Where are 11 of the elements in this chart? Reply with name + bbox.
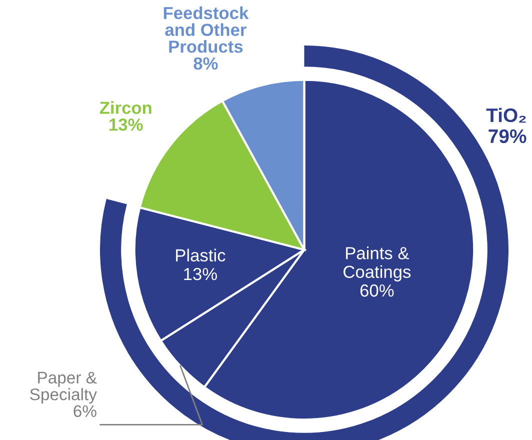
data-label: 13% [184,268,217,280]
slice-label: Paints & Coatings [344,246,411,282]
text: TiO₂ 79% [486,108,526,144]
data-label: 60% [360,284,394,297]
slice-label: Plastic [176,248,226,262]
data-label: 6% [74,405,96,418]
slice-label: Paper & Specialty [30,372,97,404]
data-label: 13% [110,118,143,131]
data-label: 8% [194,57,218,70]
slice-label: Feedstock and Other Products [164,6,249,53]
slice-label: Zircon [100,101,152,114]
